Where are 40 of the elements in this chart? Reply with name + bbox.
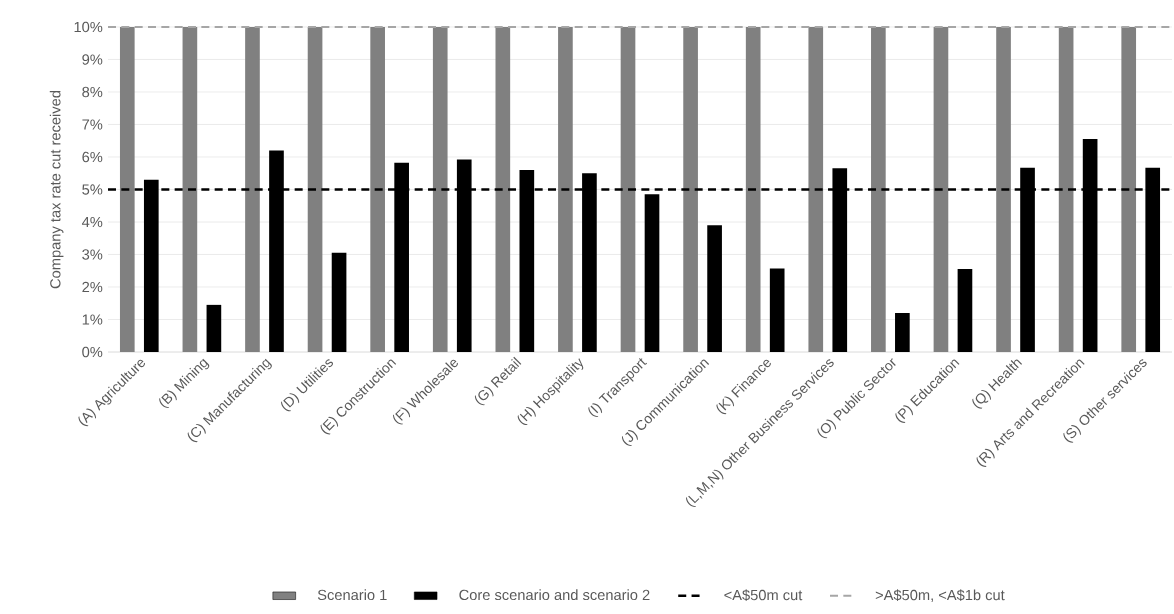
bar — [933, 27, 949, 352]
bar — [644, 194, 660, 352]
y-axis-title: Company tax rate cut received — [49, 91, 64, 289]
legend-label: Core scenario and scenario 2 — [459, 589, 650, 601]
y-tick-label: 0% — [82, 346, 103, 358]
y-tick-label: 1% — [82, 314, 103, 325]
bar — [745, 27, 761, 352]
y-tick-label: 9% — [82, 54, 103, 65]
bar — [1058, 27, 1074, 352]
y-tick-label: 10% — [74, 21, 103, 33]
legend-label: >A$50m, <A$1b cut — [875, 589, 1005, 602]
bar — [620, 27, 636, 352]
bar — [683, 27, 698, 352]
y-tick-label: 5% — [82, 184, 103, 195]
y-tick-label: 2% — [82, 281, 103, 293]
bar — [307, 27, 323, 352]
y-tick-label: 7% — [82, 119, 103, 130]
bar — [769, 268, 785, 352]
bar — [996, 27, 1011, 352]
bar — [957, 269, 973, 352]
y-tick-label: 6% — [82, 151, 103, 163]
y-tick-label: 8% — [82, 86, 103, 98]
legend-label: <A$50m cut — [724, 589, 803, 602]
bar — [182, 27, 198, 352]
bar — [495, 27, 511, 352]
bar — [331, 252, 347, 352]
legend-label: Scenario 1 — [317, 589, 387, 601]
bar — [206, 304, 222, 352]
y-tick-label: 4% — [81, 216, 103, 228]
bar — [558, 27, 573, 352]
bar — [808, 27, 824, 352]
bar — [707, 225, 722, 352]
bar — [1121, 27, 1137, 352]
bar — [370, 27, 385, 352]
bar — [871, 27, 886, 352]
bar — [895, 313, 910, 352]
bar — [119, 27, 135, 352]
bar — [432, 27, 448, 352]
y-tick-label: 3% — [82, 249, 103, 260]
bar — [245, 27, 260, 352]
